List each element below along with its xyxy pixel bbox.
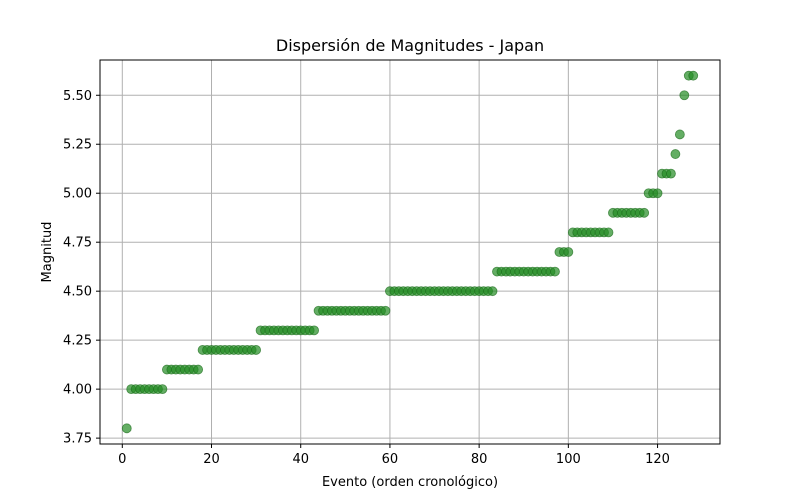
y-tick-label: 5.50 [63,89,92,104]
x-tick-label: 40 [292,452,309,467]
plot-frame [99,59,721,445]
x-axis-label: Evento (orden cronológico) [322,475,498,490]
data-point [666,168,676,179]
y-tick-label: 4.00 [63,383,92,398]
data-point [670,149,681,159]
y-tick-label: 5.25 [63,138,92,153]
x-tick-label: 60 [382,452,399,467]
x-tick-label: 20 [203,452,220,467]
data-point [674,129,685,140]
data-point [309,325,320,336]
data-points [121,70,699,434]
data-point [251,345,262,355]
y-axis-ticks: 3.75 4.00 4.25 4.50 4.75 5.00 5.25 5.50 [63,89,100,447]
data-point [639,207,650,218]
data-point [193,364,204,375]
data-point [380,305,391,316]
data-point [550,266,560,277]
y-tick-label: 4.75 [63,236,92,251]
x-tick-label: 80 [471,452,488,467]
y-tick-label: 3.75 [63,432,92,447]
data-point [157,384,168,395]
y-axis-label: Magnitud [40,222,55,283]
x-tick-label: 0 [118,452,126,467]
x-tick-label: 100 [556,452,581,467]
data-point [563,247,574,257]
y-tick-label: 5.00 [63,187,92,202]
data-point [121,423,132,434]
x-tick-label: 120 [645,452,670,467]
chart-title: Dispersión de Magnitudes - Japan [276,36,544,55]
data-point [652,188,663,199]
y-tick-label: 4.50 [63,285,92,300]
data-point [487,286,498,297]
data-point [679,90,690,101]
data-point [603,227,614,238]
data-point [688,70,699,81]
y-tick-label: 4.25 [63,334,92,349]
x-axis-ticks: 0 20 40 60 80 100 120 [118,444,670,467]
